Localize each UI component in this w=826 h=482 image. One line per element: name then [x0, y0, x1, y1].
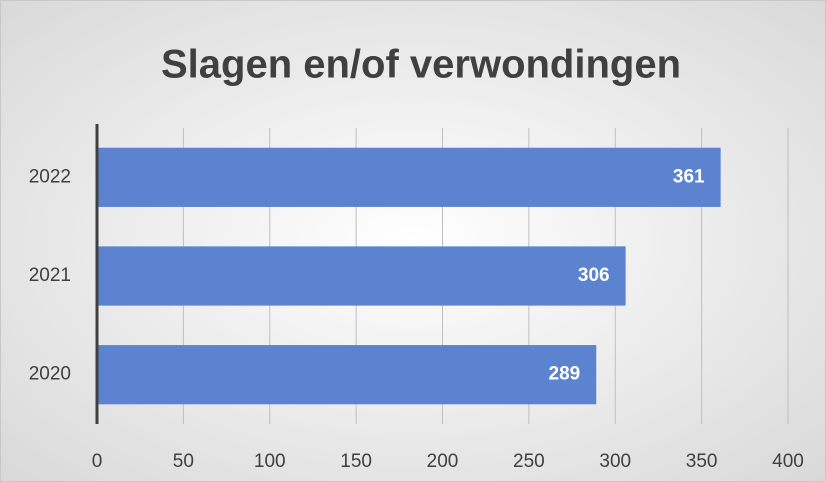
bar — [97, 246, 626, 306]
x-tick-label: 400 — [772, 451, 804, 472]
chart-title: Slagen en/of verwondingen — [161, 43, 681, 87]
y-tick-label: 2021 — [29, 265, 71, 286]
data-label: 306 — [578, 265, 610, 286]
data-label: 361 — [673, 166, 705, 187]
y-tick-label: 2020 — [29, 364, 71, 385]
x-tick-label: 0 — [92, 451, 103, 472]
bar — [97, 147, 721, 207]
x-tick-label: 350 — [686, 451, 718, 472]
x-tick-label: 150 — [340, 451, 372, 472]
x-tick-label: 50 — [173, 451, 194, 472]
bar — [97, 345, 597, 405]
x-tick-label: 100 — [254, 451, 286, 472]
data-label: 289 — [549, 364, 581, 385]
x-tick-label: 250 — [513, 451, 545, 472]
x-tick-label: 300 — [599, 451, 631, 472]
y-tick-label: 2022 — [29, 166, 71, 187]
x-tick-label: 200 — [427, 451, 459, 472]
